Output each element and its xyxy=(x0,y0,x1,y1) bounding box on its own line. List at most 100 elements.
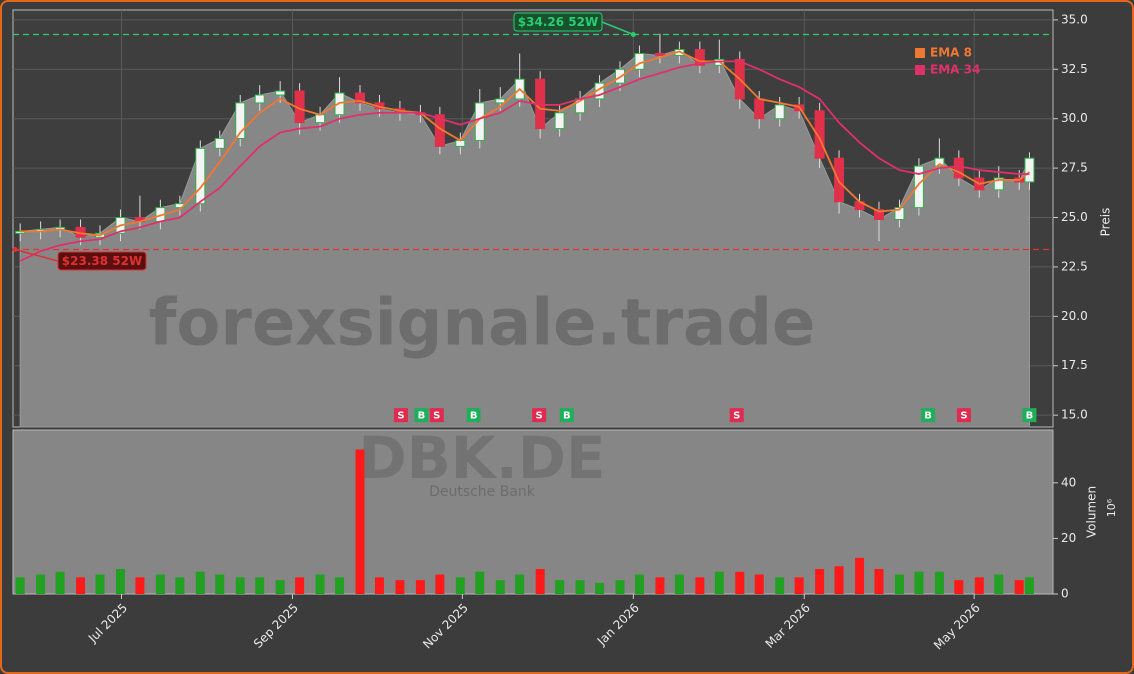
volume-tick-label: 20 xyxy=(1061,531,1076,545)
volume-bar xyxy=(155,574,165,594)
signal-marker xyxy=(1022,408,1037,423)
signal-marker xyxy=(414,408,429,423)
candle-body xyxy=(315,114,326,124)
annotation-arrow-head xyxy=(630,32,636,38)
signal-marker xyxy=(729,408,744,423)
signal-label: S xyxy=(733,411,740,422)
volume-bar xyxy=(555,580,565,594)
volume-bar xyxy=(714,571,724,594)
candle-body xyxy=(554,112,565,130)
candle-body xyxy=(953,157,964,179)
volume-bar xyxy=(615,580,625,594)
y-tick-label: 20.0 xyxy=(1061,309,1088,323)
x-tick-label: Jan 2026 xyxy=(594,601,642,649)
candle-body xyxy=(275,90,286,96)
volume-bar xyxy=(115,568,125,594)
volume-bar xyxy=(515,574,525,594)
volume-bar xyxy=(834,566,844,594)
candle-body xyxy=(934,157,945,167)
volume-bar xyxy=(215,574,225,594)
volume-bar xyxy=(1014,580,1024,594)
volume-bar xyxy=(195,571,205,594)
volume-bar xyxy=(655,577,665,594)
volume-bar xyxy=(455,577,465,594)
y-tick-label: 30.0 xyxy=(1061,111,1088,125)
annotation-box xyxy=(513,12,603,32)
x-tick-label: Nov 2025 xyxy=(420,601,471,652)
volume-bar xyxy=(735,571,745,594)
y-tick-label: 35.0 xyxy=(1061,12,1088,26)
volume-bar xyxy=(235,577,245,594)
candle-body xyxy=(474,102,485,141)
volume-bar xyxy=(255,577,265,594)
signal-marker xyxy=(921,408,936,423)
candle-body xyxy=(993,177,1004,191)
signal-label: B xyxy=(1026,411,1034,422)
candle-body xyxy=(654,52,665,56)
candle-body xyxy=(913,165,924,209)
signal-marker xyxy=(466,408,481,423)
volume-bar xyxy=(815,568,825,594)
volume-unit: 10⁶ xyxy=(1105,498,1118,517)
x-tick-label: May 2026 xyxy=(931,601,983,653)
volume-bar xyxy=(335,577,345,594)
candle-body xyxy=(754,98,765,120)
y-tick-label: 32.5 xyxy=(1061,62,1088,76)
annotation-arrow-head xyxy=(12,247,18,253)
candle-body xyxy=(235,102,246,139)
volume-tick-label: 0 xyxy=(1061,587,1069,601)
signal-label: S xyxy=(960,411,967,422)
signal-marker xyxy=(393,408,408,423)
volume-bar xyxy=(76,577,86,594)
volume-bar xyxy=(914,571,924,594)
x-tick-label: Mar 2026 xyxy=(763,601,813,651)
y-tick-label: 17.5 xyxy=(1061,358,1088,372)
volume-bar xyxy=(794,577,804,594)
volume-bar xyxy=(954,580,964,594)
volume-bar xyxy=(974,577,984,594)
volume-bar xyxy=(994,574,1004,594)
watermark: Deutsche Bank xyxy=(429,484,536,500)
signal-label: S xyxy=(397,411,404,422)
signal-label: B xyxy=(418,411,426,422)
annotation-arrow xyxy=(601,21,634,36)
signal-label: S xyxy=(536,411,543,422)
y-tick-label: 22.5 xyxy=(1061,259,1088,273)
volume-bar xyxy=(55,571,65,594)
volume-bar xyxy=(295,577,305,594)
annotation-box xyxy=(57,251,147,271)
candle-body xyxy=(774,104,785,120)
legend-label: EMA 8 xyxy=(930,46,972,60)
candle-body xyxy=(873,209,884,220)
volume-bar xyxy=(595,582,605,594)
volume-bar xyxy=(315,574,325,594)
volume-bar xyxy=(36,574,46,594)
volume-bar xyxy=(535,568,545,594)
volume-bar xyxy=(415,580,425,594)
volume-bar xyxy=(175,577,185,594)
y-tick-label: 15.0 xyxy=(1061,408,1088,422)
annotation-label: $34.26 52W xyxy=(518,15,598,29)
signal-label: B xyxy=(924,411,932,422)
legend-label: EMA 34 xyxy=(930,63,980,77)
legend-swatch xyxy=(915,65,925,75)
volume-bar xyxy=(874,568,884,594)
candle-body xyxy=(495,98,506,104)
signal-label: S xyxy=(433,411,440,422)
y-tick-label: 27.5 xyxy=(1061,161,1088,175)
candle-body xyxy=(254,94,265,104)
x-tick-label: Sep 2025 xyxy=(251,601,301,651)
candle-body xyxy=(694,49,705,66)
watermark: DBK.DE xyxy=(358,424,605,492)
volume-panel xyxy=(12,429,1054,595)
volume-bar xyxy=(575,580,585,594)
volume-bar xyxy=(695,577,705,594)
candle-body xyxy=(1024,157,1035,183)
volume-bar xyxy=(634,574,644,594)
candle-body xyxy=(634,52,645,70)
signal-marker xyxy=(956,408,971,423)
legend-swatch xyxy=(915,48,925,58)
y-tick-label: 25.0 xyxy=(1061,210,1088,224)
ema-line xyxy=(20,50,1031,237)
